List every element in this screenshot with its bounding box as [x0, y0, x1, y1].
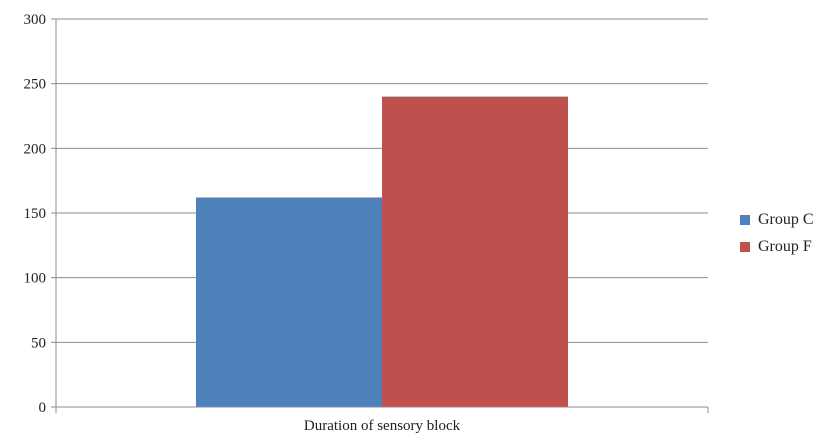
bars	[196, 96, 568, 407]
bar-group-c	[196, 197, 382, 407]
y-tick-label-100: 100	[24, 271, 47, 287]
y-tick-label-200: 200	[24, 141, 47, 157]
y-tick-label-0: 0	[39, 400, 47, 416]
y-tick-label-150: 150	[24, 206, 47, 222]
axes	[55, 19, 709, 413]
legend-item-group-c: Group C	[740, 206, 814, 233]
legend-swatch-group-c	[740, 214, 750, 225]
legend-label-group-c: Group C	[758, 210, 814, 228]
y-tick-labels: 0 50 100 150 200 250 300	[24, 12, 47, 416]
legend-swatch-group-f	[740, 241, 750, 252]
legend-item-group-f: Group F	[740, 233, 814, 260]
y-tick-label-50: 50	[31, 335, 46, 351]
legend-label-group-f: Group F	[758, 237, 812, 255]
legend: Group C Group F	[740, 206, 814, 260]
y-tick-label-300: 300	[24, 12, 47, 28]
bar-group-f	[382, 96, 568, 407]
x-category-label: Duration of sensory block	[304, 418, 461, 434]
y-tick-label-250: 250	[24, 77, 47, 93]
